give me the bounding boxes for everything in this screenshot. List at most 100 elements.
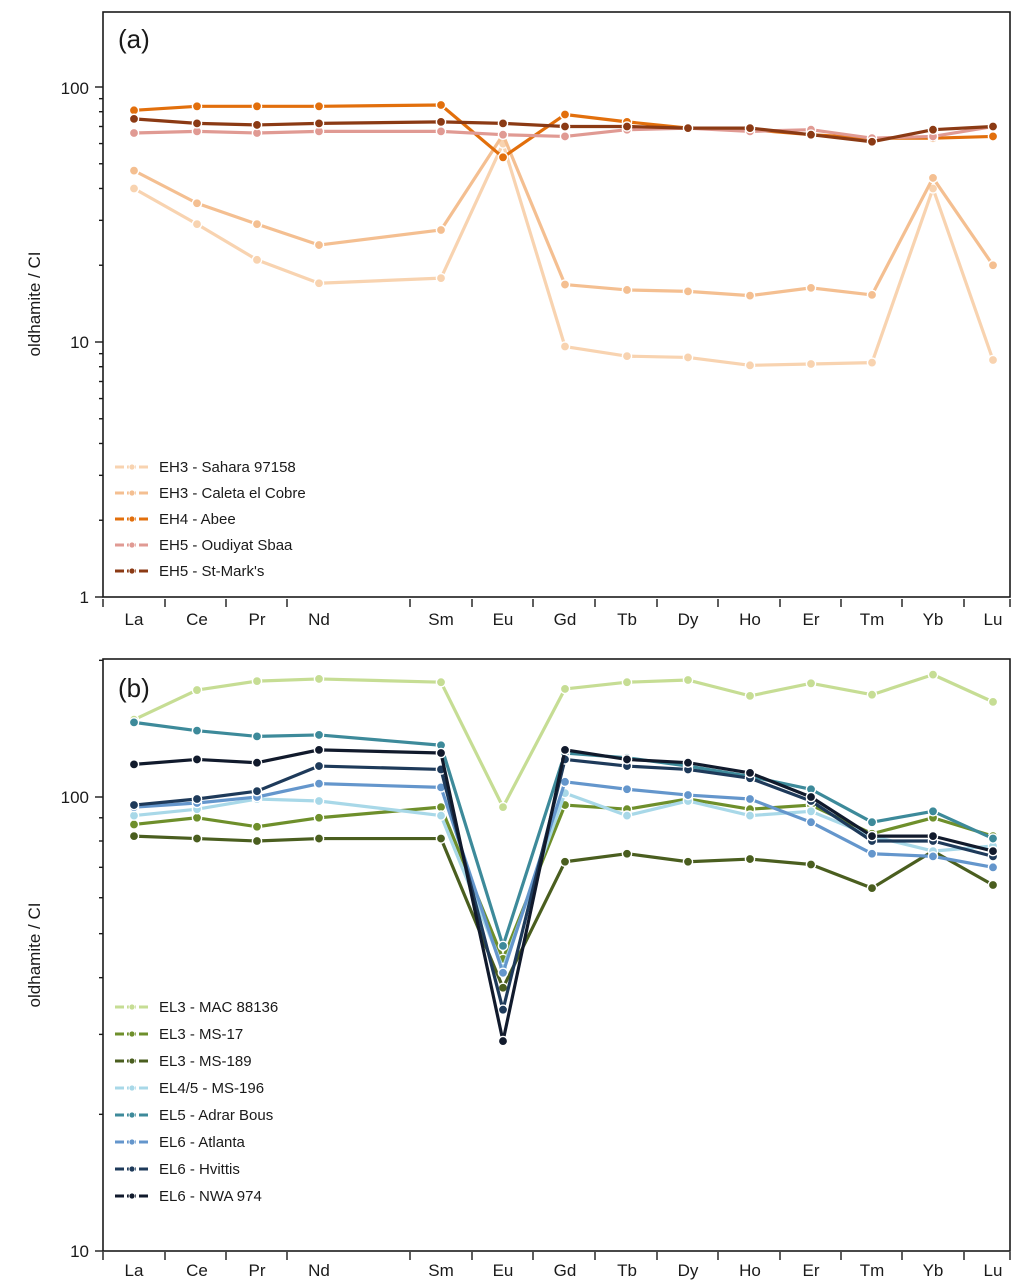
data-point: [251, 675, 263, 687]
data-point: [128, 127, 140, 139]
series-line: [132, 141, 995, 367]
data-point: [251, 218, 263, 230]
data-point: [497, 1004, 509, 1016]
legend-label: EL5 - Adrar Bous: [159, 1107, 273, 1124]
legend-marker: [128, 515, 136, 523]
data-point: [744, 810, 756, 821]
data-point: [744, 360, 756, 371]
series-line: [132, 748, 995, 1043]
series-7: [128, 744, 999, 1047]
data-point: [866, 136, 878, 148]
data-point: [251, 821, 263, 833]
data-point: [927, 830, 939, 842]
data-point: [621, 284, 633, 296]
data-point: [866, 816, 878, 828]
legend-label: EL6 - Hvittis: [159, 1161, 240, 1178]
data-point: [805, 859, 817, 870]
data-point: [987, 131, 999, 142]
data-point: [621, 754, 633, 765]
data-point: [191, 101, 203, 112]
data-point: [191, 812, 203, 824]
data-point: [191, 118, 203, 129]
data-point: [128, 759, 140, 770]
data-point: [313, 812, 325, 824]
data-point: [805, 678, 817, 689]
data-point: [559, 744, 571, 756]
data-point: [128, 165, 140, 176]
data-point: [128, 183, 140, 194]
data-point: [927, 669, 939, 680]
x-tick-label: Dy: [678, 1261, 699, 1280]
legend-label: EH5 - Oudiyat Sbaa: [159, 537, 293, 554]
data-point: [191, 218, 203, 230]
x-tick-label: Tb: [617, 610, 637, 629]
data-point: [435, 126, 447, 137]
x-tick-label: La: [125, 1261, 144, 1280]
series-line: [132, 780, 995, 975]
data-point: [559, 121, 571, 132]
data-point: [435, 810, 447, 821]
data-point: [435, 224, 447, 236]
data-point: [987, 696, 999, 708]
legend-label: EH4 - Abee: [159, 511, 236, 528]
plot-frame: [102, 11, 1011, 598]
data-point: [621, 350, 633, 362]
data-point: [191, 725, 203, 736]
x-tick-label: La: [125, 610, 144, 629]
x-tick-label: Lu: [984, 1261, 1003, 1280]
data-point: [313, 118, 325, 129]
data-point: [805, 129, 817, 141]
series-line: [132, 757, 995, 1012]
data-point: [251, 757, 263, 769]
panel-b: 10 100 La Ce Pr Nd Sm Eu Gd Tb Dy Ho Er Tm Yb Lu (b) oldh…: [25, 658, 1011, 1280]
data-point: [621, 848, 633, 860]
data-point: [805, 358, 817, 370]
data-point: [621, 783, 633, 795]
legend-marker: [128, 1084, 136, 1092]
x-tick-label: Nd: [308, 610, 330, 629]
legend-marker: [128, 567, 136, 575]
data-point: [313, 778, 325, 789]
panel-label: (a): [118, 24, 150, 54]
data-point: [251, 254, 263, 266]
data-point: [744, 290, 756, 301]
data-point: [128, 819, 140, 830]
y-axis-label: oldhamite / CI: [25, 252, 44, 357]
data-point: [621, 810, 633, 821]
x-tick-label: Lu: [984, 610, 1003, 629]
x-tick-label: Gd: [554, 1261, 577, 1280]
data-point: [313, 744, 325, 756]
x-tick-label: Nd: [308, 1261, 330, 1280]
series-0: [128, 138, 999, 371]
legend-label: EL3 - MS-17: [159, 1026, 243, 1043]
x-tick-label: Yb: [923, 1261, 944, 1280]
data-point: [313, 760, 325, 772]
legend-label: EL4/5 - MS-196: [159, 1080, 264, 1097]
data-point: [682, 757, 694, 769]
data-point: [191, 793, 203, 805]
y-tick-label: 100: [61, 79, 89, 98]
x-tick-label: Er: [803, 610, 820, 629]
x-tick-label: Sm: [428, 610, 454, 629]
x-tick-label: Yb: [923, 610, 944, 629]
data-point: [251, 119, 263, 131]
data-point: [435, 99, 447, 111]
data-point: [191, 754, 203, 765]
series-line: [132, 797, 995, 961]
data-point: [313, 101, 325, 112]
data-point: [744, 690, 756, 702]
data-point: [559, 683, 571, 695]
data-point: [866, 830, 878, 842]
legend-label: EH3 - Sahara 97158: [159, 459, 296, 476]
legend: EL3 - MAC 88136 EL3 - MS-17 EL3 - MS-189 EL…: [115, 999, 278, 1205]
data-point: [313, 277, 325, 289]
data-point: [497, 940, 509, 952]
data-point: [987, 259, 999, 271]
x-tick-label: Pr: [249, 610, 266, 629]
x-tick-label: Ce: [186, 610, 208, 629]
data-point: [805, 282, 817, 294]
legend-marker: [128, 1111, 136, 1119]
data-point: [866, 289, 878, 301]
data-point: [191, 197, 203, 209]
legend-marker: [128, 1003, 136, 1011]
